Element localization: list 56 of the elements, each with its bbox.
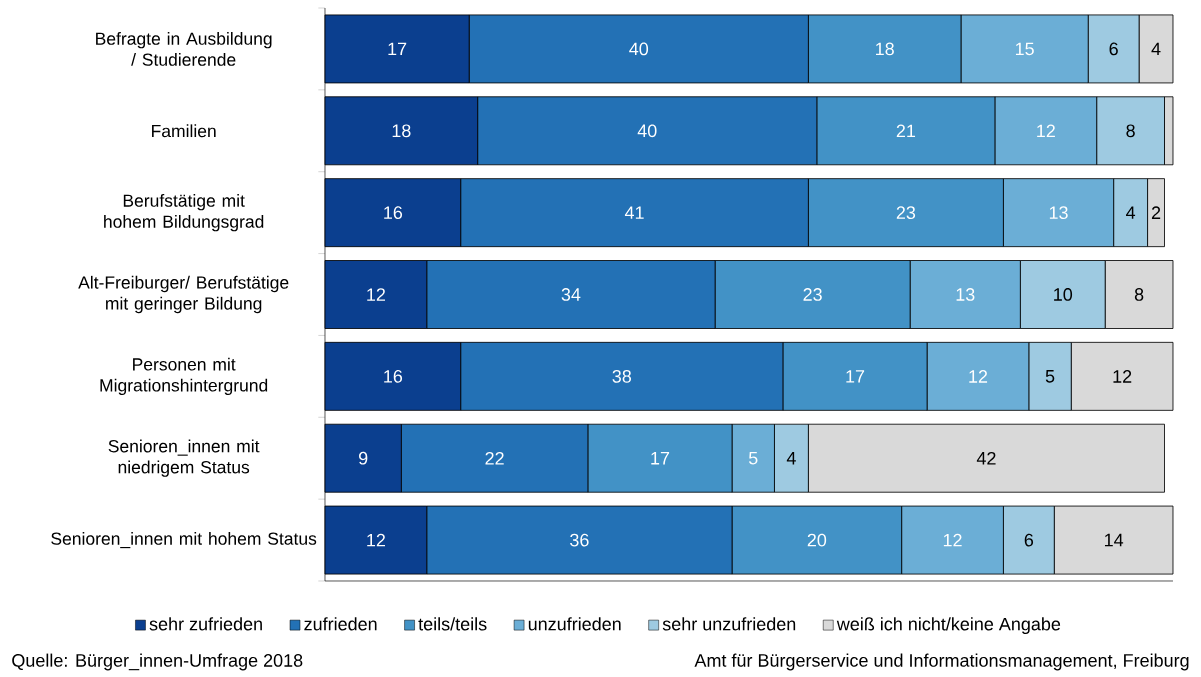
text: Amt für Bürgerservice und Informationsmanagement, Freiburg: [694, 653, 1189, 671]
legend-label: sehr unzufrieden: [662, 617, 796, 631]
y-tick-label: Familien: [152, 124, 216, 138]
data-label: 20: [807, 533, 827, 547]
data-label: 8: [1134, 288, 1144, 301]
data-label: 16: [384, 369, 403, 383]
legend-label: sehr zufrieden: [149, 617, 262, 631]
data-label: 18: [876, 42, 894, 56]
data-label: 5: [748, 451, 758, 465]
legend-label: weiß ich nicht/keine Angabe: [836, 617, 1061, 635]
data-label: 15: [1015, 42, 1034, 56]
data-label: 8: [1126, 124, 1135, 138]
legend-label: teils/teils: [418, 617, 487, 631]
data-label: 6: [1024, 533, 1034, 547]
data-label: 17: [846, 370, 865, 383]
y-tick-label: Berufstätige mit hohem Bildungsgrad: [104, 193, 264, 232]
data-label: 12: [367, 288, 386, 301]
data-label: 23: [803, 288, 822, 301]
data-label: 40: [629, 42, 649, 56]
data-label: 16: [384, 206, 403, 220]
data-label: 13: [956, 288, 975, 301]
data-label: 17: [651, 452, 670, 465]
data-label: 9: [359, 451, 368, 465]
data-label: 6: [1109, 42, 1118, 56]
data-label: 41: [624, 206, 644, 219]
source-note: Quelle: Bürger_innen-Umfrage 2018: [12, 653, 303, 671]
data-label: 40: [637, 124, 657, 138]
data-label: 12: [1037, 124, 1055, 138]
data-label: 4: [1151, 42, 1161, 56]
y-tick-label: Befragte in Ausbildung / Studierende: [96, 32, 272, 66]
data-label: 12: [1113, 370, 1132, 383]
data-label: 17: [388, 42, 407, 56]
y-tick-label: Personen mit Migrationshintergrund: [100, 357, 268, 396]
data-label: 18: [392, 124, 411, 138]
y-tick-label: Senioren_innen mit niedrigem Status: [108, 439, 260, 477]
data-label: 12: [367, 533, 386, 547]
data-label: 36: [570, 533, 589, 547]
data-label: 5: [1045, 370, 1055, 383]
data-label: 14: [1104, 533, 1124, 547]
y-tick-label: Alt-Freiburger/ Berufstätige mit geringer Bildung: [78, 275, 289, 314]
data-label: 13: [1049, 206, 1068, 220]
data-label: 23: [896, 206, 916, 220]
data-label: 21: [896, 124, 916, 138]
data-label: 12: [969, 370, 988, 383]
legend-label: zufrieden: [304, 617, 377, 631]
data-label: 12: [943, 533, 962, 547]
y-tick-label: Senioren_innen mit hohem Status: [51, 531, 317, 549]
legend-label: unzufrieden: [528, 617, 621, 631]
data-label: 10: [1054, 288, 1073, 301]
data-label: 42: [976, 451, 996, 465]
data-label: 34: [561, 288, 581, 301]
data-label: 2: [1151, 206, 1161, 219]
data-label: 38: [612, 369, 632, 383]
data-label: 4: [786, 452, 796, 465]
data-label: 4: [1126, 206, 1136, 219]
data-label: 22: [485, 451, 504, 465]
